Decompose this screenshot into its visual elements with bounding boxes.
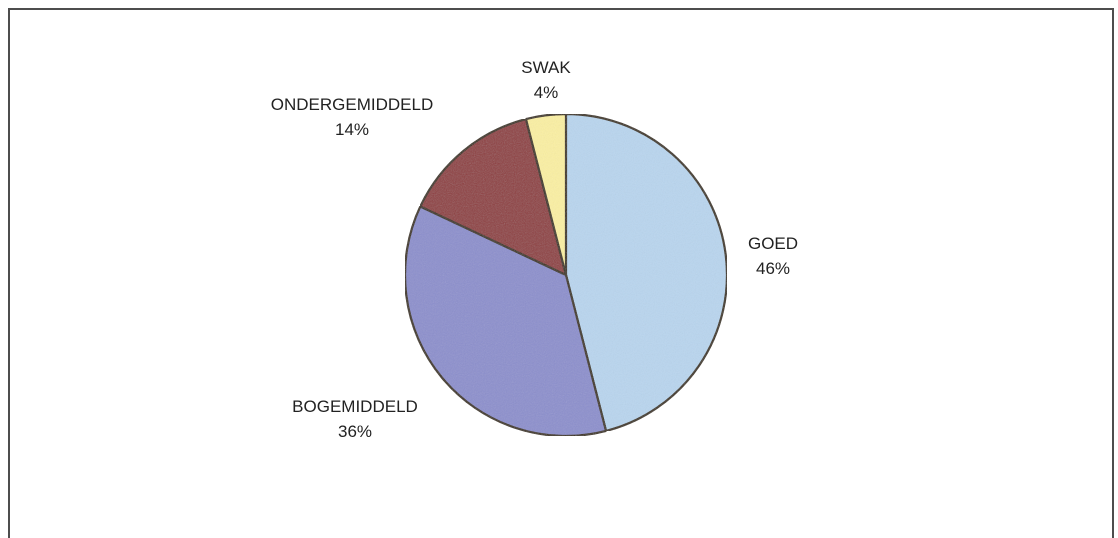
slice-label-goed: GOED	[748, 234, 798, 253]
slice-percent-goed: 46%	[756, 259, 790, 278]
slice-label-ondergemiddeld: ONDERGEMIDDELD	[271, 95, 433, 114]
pie-slices	[403, 112, 729, 438]
pie-slice-ondergemiddeld	[419, 117, 568, 277]
slice-percent-ondergemiddeld: 14%	[335, 120, 369, 139]
slice-percent-bogemiddeld: 36%	[338, 422, 372, 441]
pie-labels: GOED 46% BOGEMIDDELD 36% ONDERGEMIDDELD 14% SW…	[271, 58, 798, 441]
pie-slice-goed	[564, 112, 729, 433]
pie-slice-bogemiddeld	[403, 205, 608, 438]
slice-label-swak: SWAK	[521, 58, 571, 77]
slice-percent-swak: 4%	[534, 83, 559, 102]
slice-label-bogemiddeld: BOGEMIDDELD	[292, 397, 418, 416]
pie-slice-swak	[524, 112, 568, 277]
